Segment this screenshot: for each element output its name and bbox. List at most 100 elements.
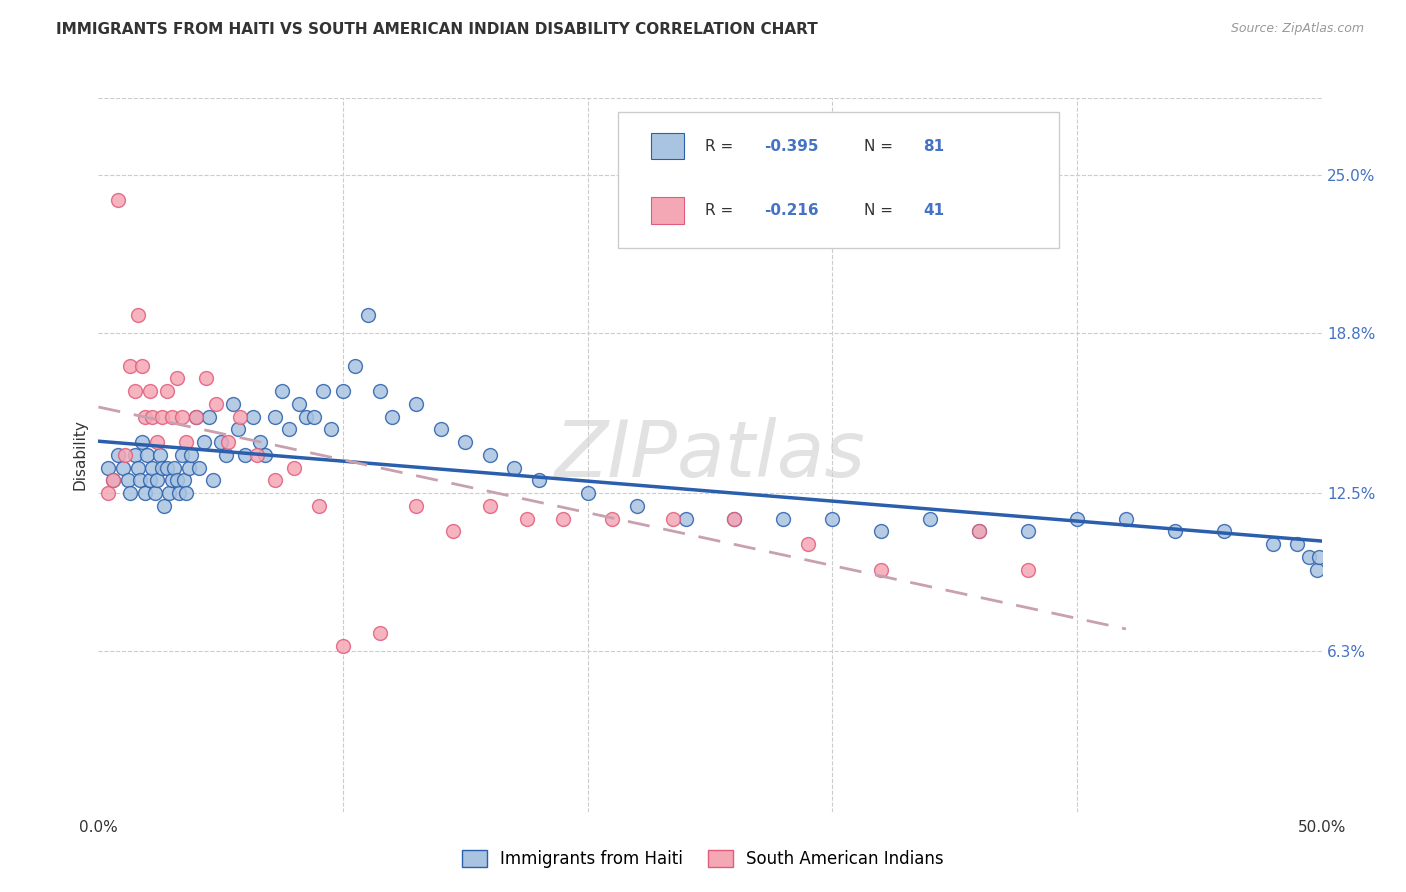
Point — [114, 448, 136, 462]
Point — [163, 460, 186, 475]
Point — [139, 384, 162, 399]
Point — [173, 474, 195, 488]
Point — [156, 384, 179, 399]
Point — [124, 448, 146, 462]
Point — [193, 435, 215, 450]
Point — [186, 409, 208, 424]
Point — [1017, 524, 1039, 539]
Point — [107, 193, 129, 207]
Point — [97, 486, 120, 500]
Point — [723, 511, 745, 525]
Point — [139, 474, 162, 488]
Point — [153, 499, 176, 513]
Point — [723, 511, 745, 525]
Point — [263, 409, 285, 424]
Point — [160, 474, 183, 488]
Point — [283, 460, 305, 475]
Point — [967, 524, 990, 539]
Point — [166, 474, 188, 488]
Text: Source: ZipAtlas.com: Source: ZipAtlas.com — [1230, 22, 1364, 36]
Point — [319, 422, 342, 436]
Point — [441, 524, 464, 539]
Point — [405, 397, 427, 411]
Point — [143, 486, 166, 500]
Point — [205, 397, 228, 411]
Point — [344, 359, 367, 373]
Point — [263, 474, 285, 488]
Text: 41: 41 — [922, 203, 943, 218]
FancyBboxPatch shape — [651, 133, 685, 160]
Point — [454, 435, 477, 450]
Text: N =: N = — [865, 203, 898, 218]
Point — [222, 397, 245, 411]
Point — [156, 460, 179, 475]
Point — [1017, 563, 1039, 577]
Point — [150, 409, 173, 424]
FancyBboxPatch shape — [651, 197, 685, 224]
Point — [626, 499, 648, 513]
Point — [160, 409, 183, 424]
Point — [214, 448, 236, 462]
Text: -0.216: -0.216 — [763, 203, 818, 218]
Point — [146, 474, 169, 488]
Point — [134, 409, 156, 424]
Point — [111, 460, 134, 475]
Point — [308, 499, 330, 513]
Point — [242, 409, 264, 424]
Point — [576, 486, 599, 500]
Point — [870, 524, 893, 539]
Point — [405, 499, 427, 513]
Point — [195, 371, 218, 385]
Text: 81: 81 — [922, 139, 943, 153]
Point — [101, 474, 124, 488]
Point — [1261, 537, 1284, 551]
Point — [527, 474, 550, 488]
Point — [253, 448, 276, 462]
Point — [176, 435, 198, 450]
Point — [129, 474, 152, 488]
Point — [146, 435, 169, 450]
Point — [131, 359, 153, 373]
Point — [675, 511, 697, 525]
Point — [141, 460, 163, 475]
Text: ZIPatlas: ZIPatlas — [554, 417, 866, 493]
Point — [170, 448, 193, 462]
Point — [127, 460, 149, 475]
Point — [157, 486, 180, 500]
Point — [270, 384, 294, 399]
Point — [187, 460, 209, 475]
Point — [167, 486, 190, 500]
FancyBboxPatch shape — [619, 112, 1059, 248]
Point — [1298, 549, 1320, 564]
Point — [209, 435, 232, 450]
Point — [478, 448, 501, 462]
Point — [1164, 524, 1187, 539]
Text: R =: R = — [706, 203, 738, 218]
Point — [967, 524, 990, 539]
Point — [101, 474, 124, 488]
Point — [117, 474, 139, 488]
Point — [332, 384, 354, 399]
Point — [246, 448, 269, 462]
Text: -0.395: -0.395 — [763, 139, 818, 153]
Point — [430, 422, 453, 436]
Y-axis label: Disability: Disability — [72, 419, 87, 491]
Point — [1115, 511, 1137, 525]
Point — [478, 499, 501, 513]
Legend: Immigrants from Haiti, South American Indians: Immigrants from Haiti, South American In… — [456, 843, 950, 875]
Point — [226, 422, 249, 436]
Point — [870, 563, 893, 577]
Point — [368, 384, 391, 399]
Point — [202, 474, 225, 488]
Point — [177, 460, 200, 475]
Point — [600, 511, 623, 525]
Text: IMMIGRANTS FROM HAITI VS SOUTH AMERICAN INDIAN DISABILITY CORRELATION CHART: IMMIGRANTS FROM HAITI VS SOUTH AMERICAN … — [56, 22, 818, 37]
Point — [515, 511, 537, 525]
Point — [107, 448, 129, 462]
Point — [233, 448, 256, 462]
Point — [176, 486, 198, 500]
Point — [553, 511, 575, 525]
Point — [166, 371, 188, 385]
Point — [1308, 549, 1330, 564]
Point — [149, 448, 172, 462]
